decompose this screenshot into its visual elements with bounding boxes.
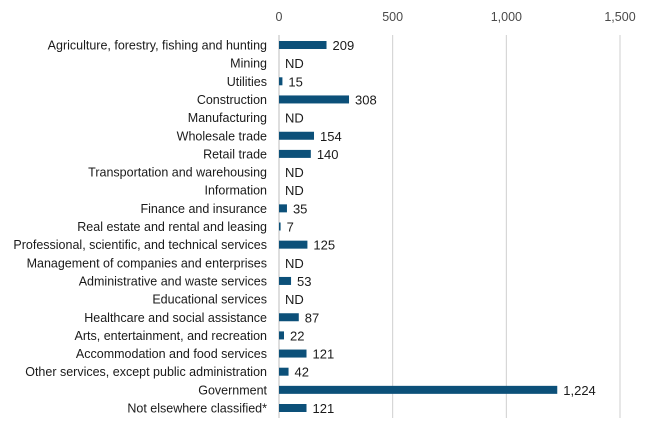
bar-10 <box>279 222 281 231</box>
category-label: Mining <box>230 57 267 71</box>
value-label: 35 <box>293 201 307 216</box>
category-label: Information <box>204 184 267 198</box>
bar-15 <box>279 313 299 322</box>
bar-9 <box>279 204 287 213</box>
category-label: Construction <box>197 93 267 107</box>
value-label: ND <box>285 56 304 71</box>
value-label: ND <box>285 256 304 271</box>
category-label: Transportation and warehousing <box>88 166 267 180</box>
category-label: Retail trade <box>203 147 267 161</box>
x-tick-label: 1,000 <box>491 10 522 24</box>
bar-11 <box>279 240 308 249</box>
category-label: Utilities <box>227 75 267 89</box>
category-label: Management of companies and enterprises <box>27 256 267 270</box>
category-label: Arts, entertainment, and recreation <box>75 329 268 343</box>
category-label: Finance and insurance <box>141 202 268 216</box>
bar-16 <box>279 331 285 340</box>
value-label: 125 <box>313 238 335 253</box>
category-label: Wholesale trade <box>177 129 267 143</box>
category-label: Administrative and waste services <box>79 274 267 288</box>
x-tick-label: 500 <box>382 10 403 24</box>
x-tick-label: 0 <box>276 10 283 24</box>
category-label: Agriculture, forestry, fishing and hunti… <box>48 39 267 53</box>
value-label: 308 <box>355 92 377 107</box>
category-label: Professional, scientific, and technical … <box>13 238 267 252</box>
value-label: 22 <box>290 328 304 343</box>
x-tick-label: 1,500 <box>604 10 635 24</box>
category-label: Healthcare and social assistance <box>84 311 267 325</box>
value-label: 42 <box>295 365 309 380</box>
category-label: Government <box>198 383 267 397</box>
value-label: ND <box>285 292 304 307</box>
category-label: Manufacturing <box>188 111 267 125</box>
bar-19 <box>279 385 558 394</box>
category-label: Not elsewhere classified* <box>127 402 267 416</box>
value-label: ND <box>285 111 304 126</box>
bar-5 <box>279 131 315 140</box>
category-label: Accommodation and food services <box>76 347 267 361</box>
bar-3 <box>279 95 350 104</box>
category-label: Real estate and rental and leasing <box>77 220 267 234</box>
value-label: 87 <box>305 310 319 325</box>
bar-0 <box>279 41 327 49</box>
bar-2 <box>279 77 283 86</box>
value-label: 7 <box>287 220 294 235</box>
bar-20 <box>279 404 307 412</box>
bar-13 <box>279 276 292 285</box>
bar-18 <box>279 367 289 376</box>
value-label: 121 <box>313 401 335 416</box>
value-label: 1,224 <box>563 383 596 398</box>
bar-17 <box>279 349 307 358</box>
category-label: Educational services <box>152 293 267 307</box>
value-label: ND <box>285 183 304 198</box>
value-label: 15 <box>288 74 302 89</box>
value-label: 53 <box>297 274 311 289</box>
value-label: 209 <box>333 38 355 53</box>
value-label: 154 <box>320 129 342 144</box>
bar-6 <box>279 149 311 158</box>
value-label: 121 <box>313 347 335 362</box>
category-label: Other services, except public administra… <box>25 365 267 379</box>
value-label: 140 <box>317 147 339 162</box>
value-label: ND <box>285 165 304 180</box>
